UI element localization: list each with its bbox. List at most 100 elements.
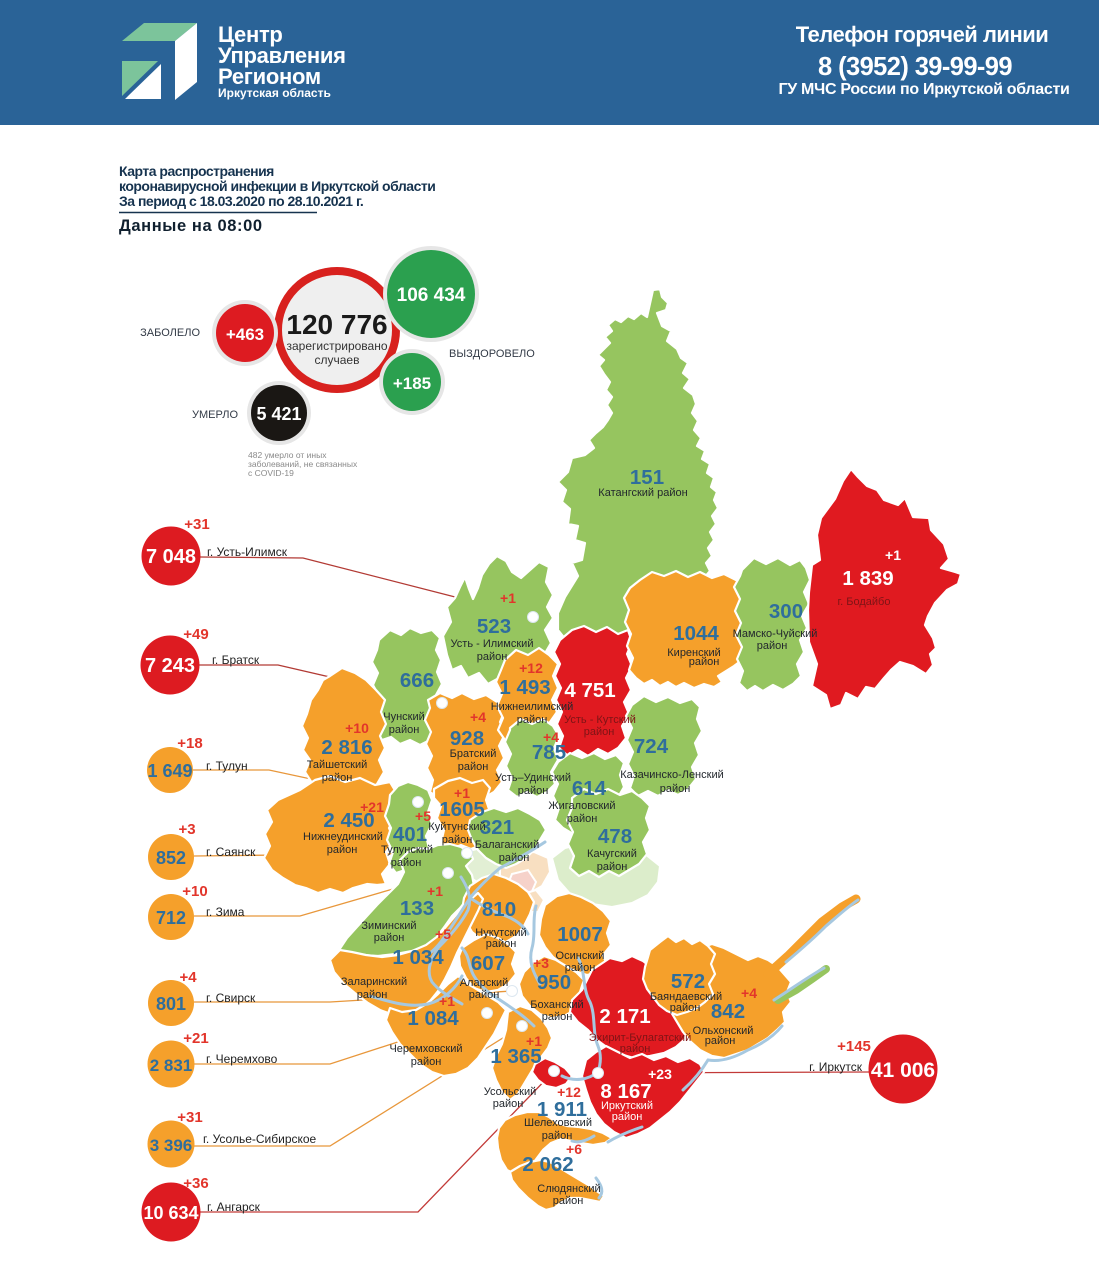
svg-text:Боханский: Боханский	[530, 999, 583, 1011]
svg-text:+12: +12	[519, 660, 543, 676]
svg-text:Катангский район: Катангский район	[598, 487, 687, 499]
svg-text:801: 801	[156, 994, 186, 1014]
svg-text:г. Иркутск: г. Иркутск	[809, 1060, 863, 1074]
svg-text:Тулунский: Тулунский	[381, 844, 433, 856]
svg-text:район: район	[542, 1130, 573, 1142]
svg-text:1 839: 1 839	[842, 567, 893, 590]
svg-text:г. Братск: г. Братск	[212, 653, 260, 667]
svg-text:Данные на 08:00: Данные на 08:00	[119, 217, 263, 235]
svg-text:1 034: 1 034	[392, 946, 444, 969]
svg-text:712: 712	[156, 908, 186, 928]
svg-text:+23: +23	[648, 1066, 672, 1082]
svg-text:133: 133	[400, 897, 434, 920]
svg-text:район: район	[620, 1043, 651, 1055]
svg-text:район: район	[757, 640, 788, 652]
svg-text:район: район	[565, 962, 596, 974]
svg-text:572: 572	[671, 970, 705, 993]
svg-text:Усть - Илимский: Усть - Илимский	[451, 638, 534, 650]
svg-text:2 816: 2 816	[321, 736, 372, 759]
svg-text:район: район	[458, 761, 489, 773]
svg-text:482 умерло от иных: 482 умерло от иных	[248, 450, 327, 460]
svg-text:г. Зима: г. Зима	[206, 905, 245, 919]
svg-text:950: 950	[537, 971, 571, 994]
svg-text:+36: +36	[183, 1175, 208, 1192]
svg-text:г. Усолье-Сибирское: г. Усолье-Сибирское	[203, 1132, 317, 1146]
svg-text:1 911: 1 911	[537, 1098, 587, 1121]
svg-text:Чунский: Чунский	[383, 711, 425, 723]
svg-text:район: район	[597, 861, 628, 873]
svg-text:Балаганский: Балаганский	[475, 839, 539, 851]
svg-text:УМЕРЛО: УМЕРЛО	[192, 409, 238, 421]
svg-text:Нукутский: Нукутский	[475, 927, 526, 939]
svg-text:район: район	[499, 852, 530, 864]
svg-text:Ольхонский: Ольхонский	[693, 1025, 754, 1037]
svg-text:Иркутский: Иркутский	[601, 1100, 653, 1112]
svg-text:1 649: 1 649	[147, 761, 192, 781]
svg-text:8 167: 8 167	[600, 1080, 651, 1103]
svg-text:район: район	[612, 1111, 643, 1123]
svg-text:Братский: Братский	[450, 748, 497, 760]
svg-text:Усть–Удинский: Усть–Удинский	[495, 772, 571, 784]
svg-text:Иркутская область: Иркутская область	[218, 86, 331, 100]
svg-text:ГУ МЧС России по Иркутской обл: ГУ МЧС России по Иркутской области	[778, 81, 1069, 98]
svg-text:+10: +10	[345, 720, 369, 736]
svg-text:478: 478	[598, 825, 632, 848]
svg-text:+1: +1	[454, 785, 470, 801]
svg-text:Центр: Центр	[218, 22, 283, 47]
svg-text:120 776: 120 776	[286, 309, 387, 340]
svg-text:+1: +1	[526, 1033, 542, 1049]
svg-text:район: район	[322, 772, 353, 784]
svg-text:район: район	[493, 1098, 524, 1110]
svg-text:106 434: 106 434	[397, 285, 466, 306]
svg-text:724: 724	[634, 735, 669, 758]
svg-text:+49: +49	[183, 626, 208, 643]
svg-text:Нижнеудинский: Нижнеудинский	[303, 831, 383, 843]
svg-text:+4: +4	[741, 985, 757, 1001]
svg-text:785: 785	[532, 741, 566, 764]
svg-text:г. Бодайбо: г. Бодайбо	[838, 596, 891, 608]
svg-text:151: 151	[630, 466, 664, 489]
svg-text:321: 321	[480, 816, 514, 839]
svg-text:Слюдянский: Слюдянский	[537, 1183, 600, 1195]
svg-text:523: 523	[477, 615, 511, 638]
svg-text:район: район	[374, 932, 405, 944]
svg-text:Карта распространения: Карта распространения	[119, 163, 274, 179]
svg-text:+4: +4	[179, 969, 197, 986]
svg-text:г. Свирск: г. Свирск	[206, 991, 256, 1005]
svg-text:район: район	[670, 1002, 701, 1014]
svg-text:+1: +1	[439, 993, 455, 1009]
svg-text:район: район	[584, 726, 615, 738]
svg-text:район: район	[705, 1035, 736, 1047]
svg-text:7 243: 7 243	[145, 655, 195, 677]
svg-text:ЗАБОЛЕЛО: ЗАБОЛЕЛО	[140, 327, 200, 339]
svg-text:Баяндаевский: Баяндаевский	[650, 991, 722, 1003]
svg-text:с COVID-19: с COVID-19	[248, 468, 294, 478]
svg-text:Черемховский: Черемховский	[389, 1043, 462, 1055]
svg-text:Нижнеилимский: Нижнеилимский	[491, 701, 574, 713]
svg-text:1605: 1605	[439, 798, 485, 821]
svg-text:+3: +3	[533, 955, 549, 971]
svg-text:Аларский: Аларский	[460, 977, 509, 989]
svg-text:10 634: 10 634	[143, 1203, 198, 1223]
svg-text:4 751: 4 751	[564, 679, 615, 702]
svg-text:г. Тулун: г. Тулун	[206, 759, 248, 773]
svg-text:41 006: 41 006	[871, 1059, 935, 1082]
svg-text:Тайшетский: Тайшетский	[307, 759, 368, 771]
svg-text:район: район	[327, 844, 358, 856]
svg-text:Казачинско-Ленский: Казачинско-Ленский	[620, 769, 724, 781]
svg-text:2 062: 2 062	[522, 1153, 573, 1176]
svg-text:зарегистрировано: зарегистрировано	[286, 339, 387, 353]
svg-text:+10: +10	[182, 883, 207, 900]
svg-text:401: 401	[393, 823, 427, 846]
svg-text:г. Черемхово: г. Черемхово	[206, 1052, 278, 1066]
svg-text:+6: +6	[566, 1141, 582, 1157]
svg-text:1 493: 1 493	[499, 676, 550, 699]
svg-text:Усть - Кутский: Усть - Кутский	[564, 714, 636, 726]
svg-text:г. Саянск: г. Саянск	[206, 845, 256, 859]
svg-text:заболеваний, не связанных: заболеваний, не связанных	[248, 459, 358, 469]
svg-text:1044: 1044	[673, 622, 719, 645]
svg-text:район: район	[542, 1011, 573, 1023]
svg-text:666: 666	[400, 669, 434, 692]
svg-text:район: район	[442, 834, 473, 846]
svg-text:район: район	[477, 651, 508, 663]
